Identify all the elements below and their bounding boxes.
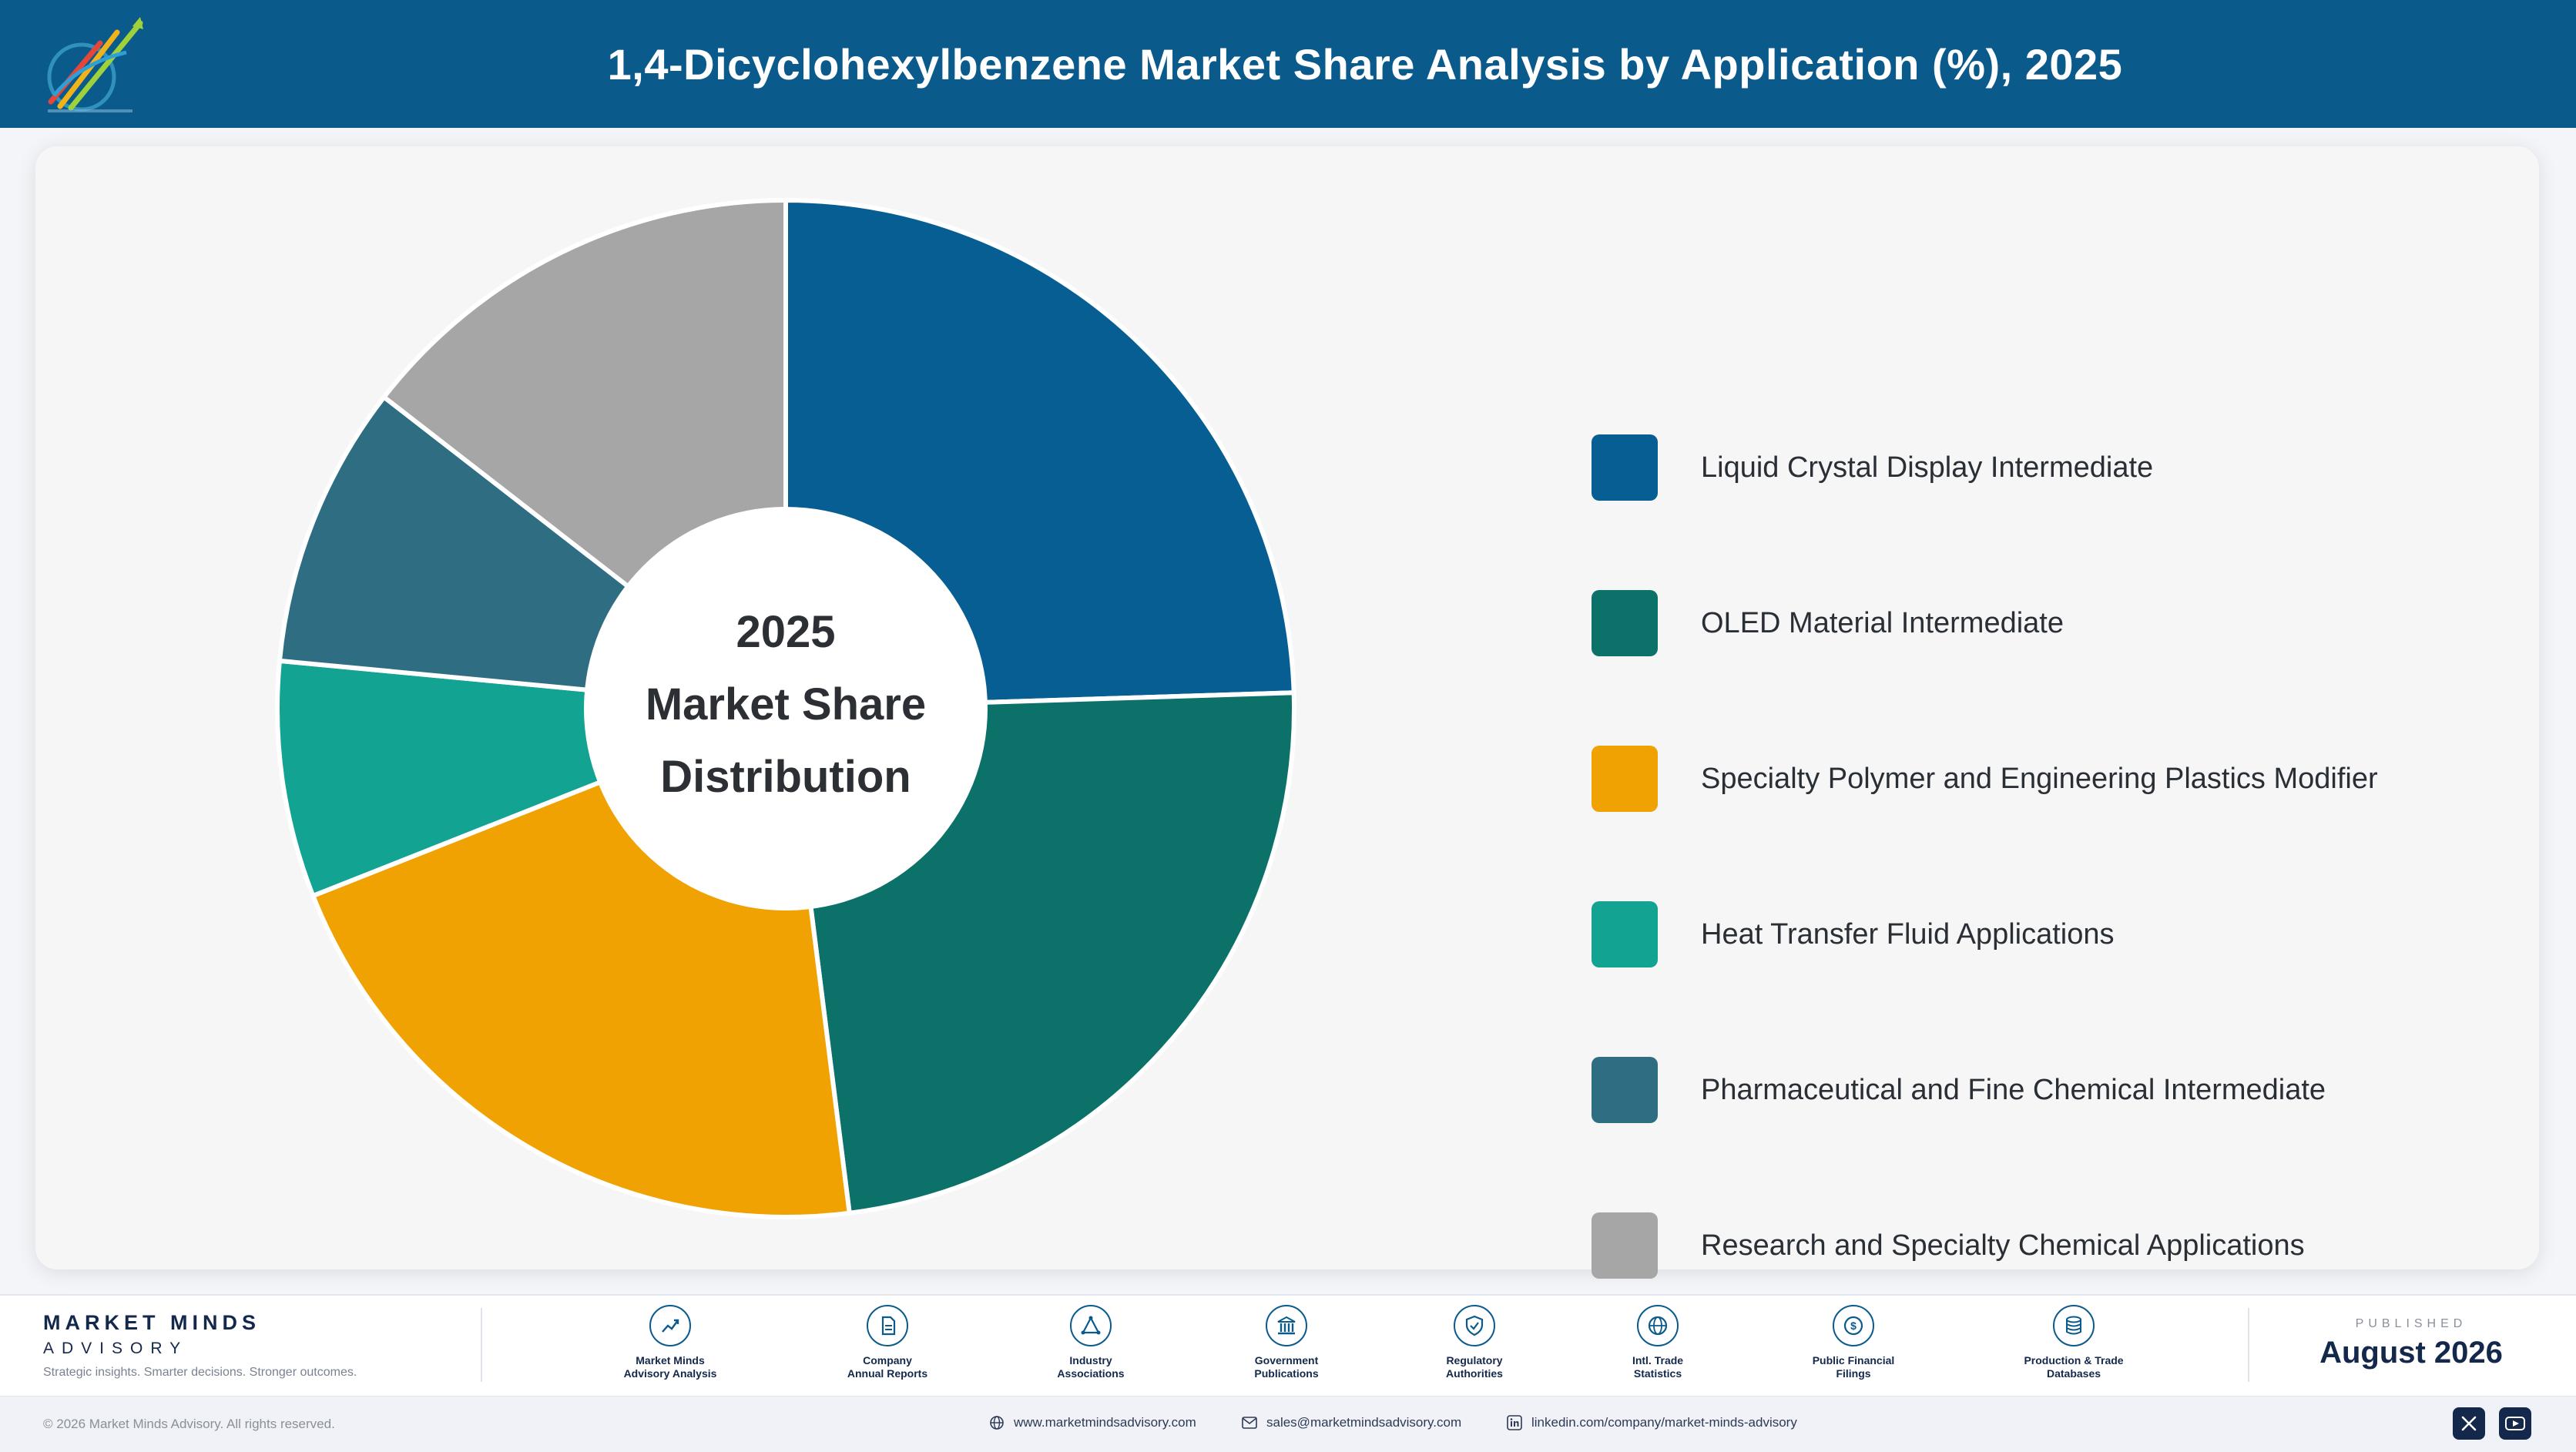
- source-label-line: Government: [1254, 1354, 1319, 1366]
- source-item: Government Publications: [1202, 1305, 1371, 1380]
- source-label-line: Public Financial: [1812, 1354, 1895, 1366]
- globe-icon: [1637, 1305, 1679, 1346]
- legend-item: OLED Material Intermediate: [1592, 589, 2064, 658]
- legend-label: Specialty Polymer and Engineering Plasti…: [1701, 762, 2378, 795]
- website-text: www.marketmindsadvisory.com: [1014, 1415, 1196, 1430]
- chart-card: 2025 Market Share Distribution Liquid Crys…: [35, 146, 2539, 1279]
- legend-item: Heat Transfer Fluid Applications: [1592, 900, 2115, 969]
- source-label: Intl. Trade Statistics: [1573, 1354, 1742, 1380]
- x-social-button[interactable]: [2453, 1407, 2485, 1440]
- brand-sub: ADVISORY: [43, 1340, 189, 1357]
- database-icon: [2053, 1305, 2095, 1346]
- network-icon: [1070, 1305, 1112, 1346]
- footer-divider: [481, 1308, 482, 1382]
- youtube-icon: [2505, 1417, 2525, 1430]
- source-label: Government Publications: [1202, 1354, 1371, 1380]
- source-label-line: Advisory Analysis: [623, 1367, 717, 1380]
- document-icon: [867, 1305, 908, 1346]
- bottom-bar: © 2026 Market Minds Advisory. All rights…: [0, 1396, 2576, 1452]
- source-label-line: Production & Trade: [2024, 1354, 2124, 1366]
- copyright-text: © 2026 Market Minds Advisory. All rights…: [43, 1417, 335, 1431]
- source-label: Market Minds Advisory Analysis: [585, 1354, 755, 1380]
- source-label-line: Company: [863, 1354, 912, 1366]
- email-text: sales@marketmindsadvisory.com: [1266, 1415, 1462, 1430]
- x-logo-icon: [2461, 1416, 2477, 1431]
- source-label: Production & Trade Databases: [1989, 1354, 2158, 1380]
- source-label-line: Market Minds: [636, 1354, 705, 1366]
- source-item: Company Annual Reports: [803, 1305, 972, 1380]
- legend-swatch: [1592, 1212, 1658, 1279]
- legend-label: Liquid Crystal Display Intermediate: [1701, 451, 2154, 484]
- header-bar: 1,4-Dicyclohexylbenzene Market Share Ana…: [0, 0, 2576, 128]
- email-link[interactable]: sales@marketmindsadvisory.com: [1242, 1415, 1461, 1430]
- source-label: Company Annual Reports: [803, 1354, 972, 1380]
- center-label-line: Market Share: [646, 679, 926, 729]
- source-label-line: Annual Reports: [847, 1367, 928, 1380]
- legend-label: Research and Specialty Chemical Applicat…: [1701, 1229, 2305, 1262]
- source-label-line: Industry: [1069, 1354, 1112, 1366]
- source-label-line: Associations: [1057, 1367, 1125, 1380]
- legend-label: OLED Material Intermediate: [1701, 606, 2064, 639]
- government-building-icon: [1266, 1305, 1307, 1346]
- legend-swatch: [1592, 434, 1658, 501]
- source-label: Regulatory Authorities: [1390, 1354, 1559, 1380]
- source-label-line: Intl. Trade: [1632, 1354, 1684, 1366]
- legend-item: Pharmaceutical and Fine Chemical Interme…: [1592, 1055, 2326, 1125]
- linkedin-link[interactable]: linkedin.com/company/market-minds-adviso…: [1507, 1415, 1797, 1430]
- legend-swatch: [1592, 746, 1658, 812]
- source-item: Industry Associations: [1006, 1305, 1176, 1380]
- trend-chart-icon: [649, 1305, 691, 1346]
- mail-icon: [1242, 1417, 1257, 1429]
- source-label: Industry Associations: [1006, 1354, 1176, 1380]
- website-link[interactable]: www.marketmindsadvisory.com: [989, 1415, 1196, 1430]
- legend-item: Research and Specialty Chemical Applicat…: [1592, 1211, 2305, 1280]
- published-date: August 2026: [2319, 1336, 2503, 1370]
- source-label-line: Filings: [1836, 1367, 1871, 1380]
- published-label: PUBLISHED: [2355, 1317, 2467, 1330]
- page-title: 1,4-Dicyclohexylbenzene Market Share Ana…: [607, 39, 2123, 89]
- center-label-line: Distribution: [660, 752, 911, 802]
- source-item: Intl. Trade Statistics: [1573, 1305, 1742, 1380]
- linkedin-text: linkedin.com/company/market-minds-adviso…: [1531, 1415, 1797, 1430]
- svg-text:$: $: [1850, 1320, 1857, 1332]
- legend-label: Heat Transfer Fluid Applications: [1701, 917, 2115, 951]
- footer: MARKET MINDS ADVISORY Strategic insights…: [0, 1294, 2576, 1452]
- legend-item: Liquid Crystal Display Intermediate: [1592, 433, 2153, 502]
- published-block: PUBLISHED August 2026: [2249, 1317, 2573, 1370]
- globe-icon: [990, 1416, 1004, 1430]
- youtube-social-button[interactable]: [2499, 1407, 2531, 1440]
- legend-swatch: [1592, 590, 1658, 656]
- source-item: Production & Trade Databases: [1989, 1305, 2158, 1380]
- source-label-line: Statistics: [1633, 1367, 1682, 1380]
- source-label-line: Databases: [2046, 1367, 2101, 1380]
- footer-brand: MARKET MINDS ADVISORY Strategic insights…: [43, 1311, 357, 1380]
- donut-hole: [584, 507, 988, 910]
- source-item: Market Minds Advisory Analysis: [585, 1305, 755, 1380]
- footer-divider: [2248, 1308, 2249, 1382]
- pie-chart: 2025 Market Share Distribution: [275, 197, 1296, 1220]
- source-label-line: Authorities: [1446, 1367, 1503, 1380]
- brand-tagline: Strategic insights. Smarter decisions. S…: [43, 1366, 357, 1379]
- legend-swatch: [1592, 901, 1658, 967]
- brand-name: MARKET MINDS: [43, 1311, 260, 1334]
- source-label-line: Publications: [1254, 1367, 1319, 1380]
- source-label: Public Financial Filings: [1769, 1354, 1938, 1380]
- legend-item: Specialty Polymer and Engineering Plasti…: [1592, 744, 2378, 813]
- center-label-line: 2025: [736, 607, 835, 657]
- source-list: Market Minds Advisory Analysis Company Annu…: [0, 1296, 2576, 1396]
- source-item: $ Public Financial Filings: [1769, 1305, 1938, 1380]
- coin-icon: $: [1833, 1305, 1874, 1346]
- company-logo-icon: [47, 17, 143, 112]
- source-item: Regulatory Authorities: [1390, 1305, 1559, 1380]
- legend-label: Pharmaceutical and Fine Chemical Interme…: [1701, 1073, 2326, 1106]
- shield-check-icon: [1454, 1305, 1495, 1346]
- legend-swatch: [1592, 1057, 1658, 1123]
- source-label-line: Regulatory: [1446, 1354, 1503, 1366]
- linkedin-icon: [1507, 1415, 1522, 1430]
